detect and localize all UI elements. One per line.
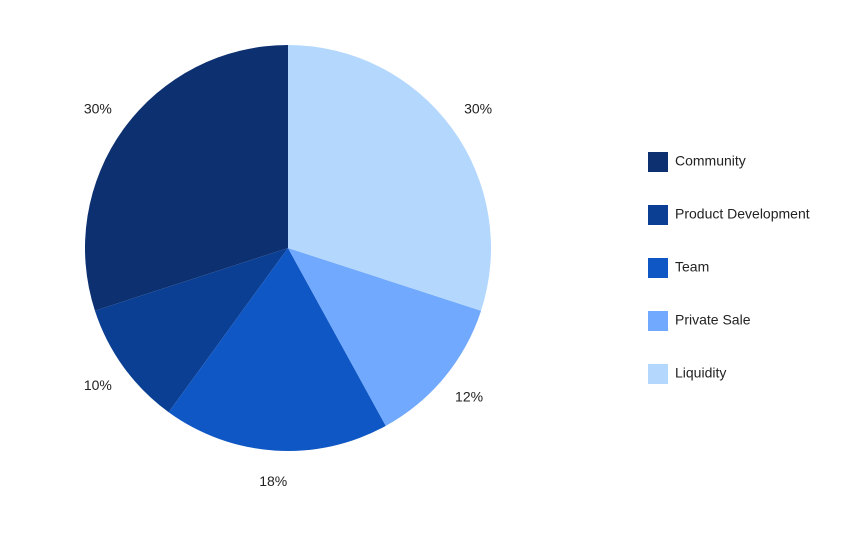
- pie-slice: [94, 248, 289, 413]
- slice-label: 12%: [455, 388, 483, 404]
- slice-label: 30%: [84, 101, 112, 117]
- legend-label: Team: [675, 259, 709, 275]
- legend-label: Product Development: [675, 206, 810, 222]
- legend-label: Community: [675, 153, 746, 169]
- legend-swatch: [648, 311, 668, 331]
- slice-label: 30%: [464, 101, 492, 117]
- legend-label: Private Sale: [675, 312, 751, 328]
- pie-slice: [85, 45, 288, 311]
- legend-label: Liquidity: [675, 365, 726, 381]
- pie-slice: [288, 248, 482, 426]
- slice-label: 18%: [259, 473, 287, 489]
- slice-label: 10%: [84, 377, 112, 393]
- legend-swatch: [648, 205, 668, 225]
- legend-swatch: [648, 152, 668, 172]
- pie-slice: [168, 248, 386, 451]
- legend-swatch: [648, 364, 668, 384]
- pie-slice: [288, 45, 492, 311]
- legend-swatch: [648, 258, 668, 278]
